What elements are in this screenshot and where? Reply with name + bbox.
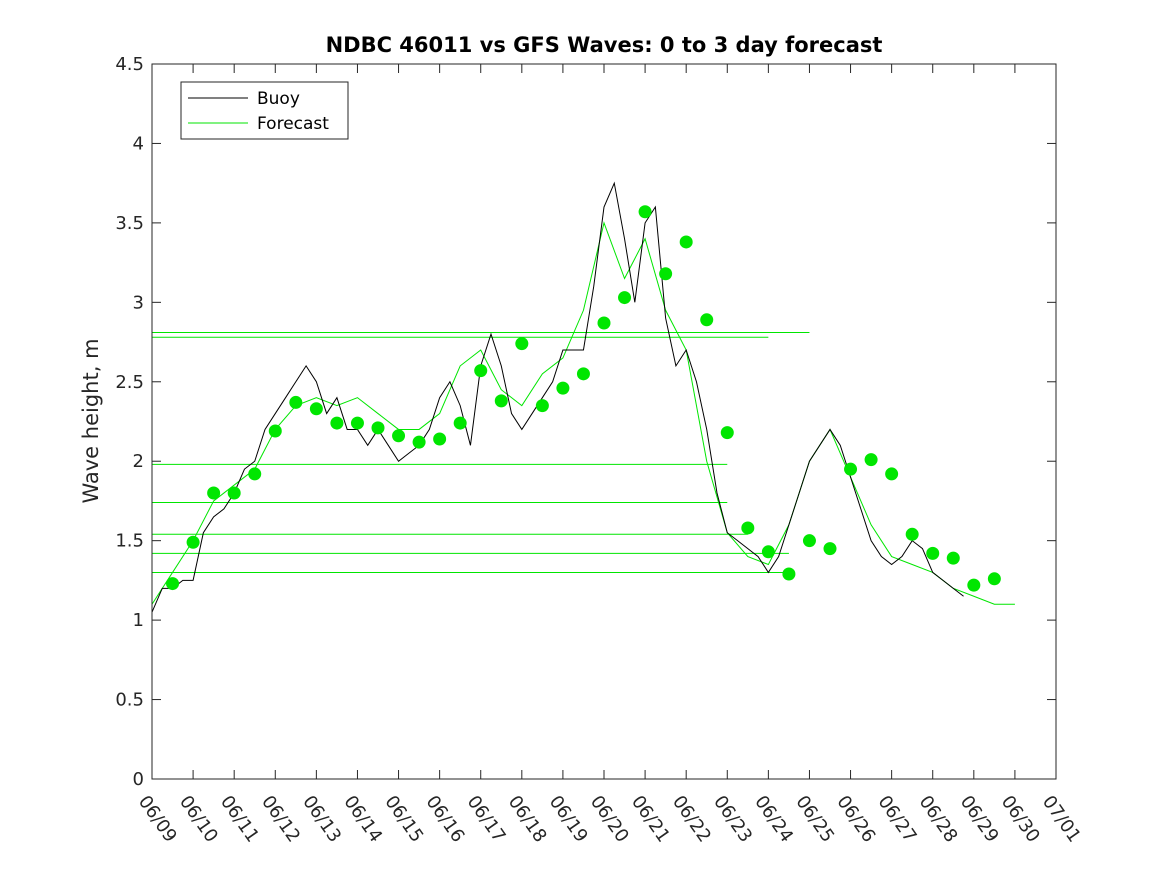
x-tick-label: 06/16 <box>422 792 469 847</box>
forecast-marker <box>905 527 919 541</box>
forecast-marker <box>967 578 981 592</box>
x-tick-label: 06/21 <box>627 792 674 847</box>
forecast-marker <box>720 426 734 440</box>
forecast-marker <box>659 267 673 281</box>
y-tick-label: 4.5 <box>115 54 144 75</box>
forecast-marker <box>802 534 816 548</box>
forecast-marker <box>761 545 775 559</box>
forecast-marker <box>412 435 426 449</box>
forecast-marker <box>926 546 940 560</box>
x-tick-label: 06/18 <box>504 792 551 847</box>
legend: Buoy Forecast <box>180 81 349 140</box>
x-tick-label: 06/26 <box>832 792 879 847</box>
x-tick-label: 06/27 <box>874 792 921 847</box>
data-layer <box>151 181 1015 613</box>
forecast-marker <box>679 235 693 249</box>
x-tick-label: 06/10 <box>175 792 222 847</box>
forecast-marker <box>638 205 652 219</box>
forecast-marker <box>946 551 960 565</box>
forecast-marker <box>885 467 899 481</box>
x-tick-label: 06/28 <box>915 792 962 847</box>
forecast-marker <box>535 399 549 413</box>
x-tick-label: 06/09 <box>134 792 181 847</box>
legend-box <box>180 81 349 140</box>
x-tick-label: 07/01 <box>1038 792 1085 847</box>
y-tick-label: 1 <box>133 610 144 631</box>
forecast-marker <box>309 402 323 416</box>
y-axis-label: Wave height, m <box>79 338 103 503</box>
x-tick-label: 06/30 <box>997 792 1044 847</box>
forecast-marker <box>556 381 570 395</box>
forecast-marker <box>782 567 796 581</box>
x-tick-label: 06/29 <box>956 792 1003 847</box>
forecast-marker <box>700 313 714 327</box>
x-tick-label: 06/15 <box>380 792 427 847</box>
forecast-marker <box>392 429 406 443</box>
forecast-marker <box>371 421 385 435</box>
forecast-marker <box>618 291 632 305</box>
forecast-marker <box>741 521 755 535</box>
y-tick-label: 0 <box>133 769 144 790</box>
x-tick-label: 06/22 <box>668 792 715 847</box>
forecast-marker <box>987 572 1001 586</box>
forecast-marker <box>166 577 180 591</box>
forecast-marker <box>844 462 858 476</box>
forecast-marker <box>268 424 282 438</box>
forecast-marker <box>474 364 488 378</box>
forecast-marker <box>823 542 837 556</box>
x-tick-label: 06/17 <box>463 792 510 847</box>
buoy-series-line <box>151 181 964 613</box>
y-tick-label: 1.5 <box>115 531 144 552</box>
plot-area <box>152 64 1056 779</box>
x-tick-label: 06/13 <box>298 792 345 847</box>
forecast-marker <box>248 467 262 481</box>
forecast-marker <box>330 416 344 430</box>
legend-buoy-label: Buoy <box>257 89 300 109</box>
forecast-marker <box>186 535 200 549</box>
forecast-marker <box>207 486 221 500</box>
y-tick-label: 2 <box>133 451 144 472</box>
x-tick-label: 06/25 <box>791 792 838 847</box>
x-tick-label: 06/11 <box>216 792 263 847</box>
forecast-marker <box>433 432 447 446</box>
x-tick-label: 06/23 <box>709 792 756 847</box>
forecast-marker <box>864 453 878 467</box>
forecast-marker <box>597 316 611 330</box>
legend-forecast-label: Forecast <box>257 114 329 134</box>
x-tick-label: 06/24 <box>750 792 797 847</box>
forecast-marker <box>227 486 241 500</box>
forecast-marker <box>515 337 529 351</box>
x-tick-label: 06/12 <box>257 792 304 847</box>
forecast-marker <box>289 395 303 409</box>
forecast-marker <box>576 367 590 381</box>
chart-title: NDBC 46011 vs GFS Waves: 0 to 3 day fore… <box>326 33 883 57</box>
y-tick-label: 2.5 <box>115 372 144 393</box>
y-tick-label: 0.5 <box>115 690 144 711</box>
y-tick-label: 3 <box>133 292 144 313</box>
y-tick-label: 3.5 <box>115 213 144 234</box>
x-tick-label: 06/20 <box>586 792 633 847</box>
forecast-marker <box>350 416 364 430</box>
forecast-marker <box>453 416 467 430</box>
y-tick-label: 4 <box>133 133 144 154</box>
x-tick-label: 06/14 <box>339 792 386 847</box>
x-tick-label: 06/19 <box>545 792 592 847</box>
forecast-marker <box>494 394 508 408</box>
